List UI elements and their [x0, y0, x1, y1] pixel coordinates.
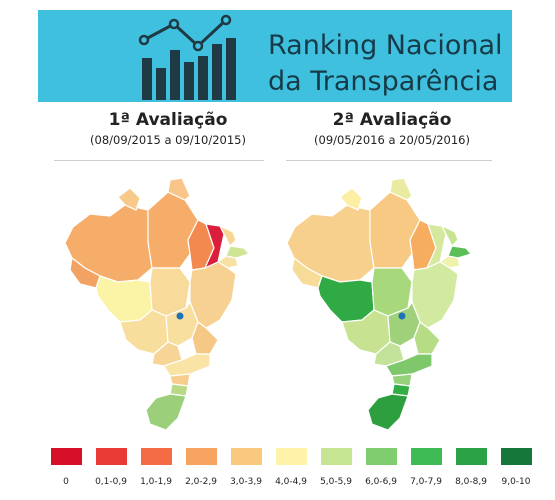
evaluation-2-title: 2ª Avaliação — [332, 110, 452, 130]
legend-label: 6,0-6,9 — [365, 477, 397, 487]
legend-label: 5,0-5,9 — [320, 477, 352, 487]
legend-swatch — [321, 448, 352, 465]
state-east-coast-1-1 — [218, 224, 237, 248]
evaluation-1-title: 1ª Avaliação — [108, 110, 228, 130]
header-title: Ranking Nacional da Transparência — [268, 28, 503, 100]
evaluation-2-range: (09/05/2016 a 20/05/2016) — [314, 133, 470, 147]
legend-label: 9,0-10 — [501, 477, 531, 487]
federal-district-1 — [176, 312, 184, 320]
legend-label: 4,0-4,9 — [275, 477, 307, 487]
state-east-coast-2-1 — [225, 245, 251, 259]
evaluation-1-divider — [54, 160, 264, 161]
legend-swatch — [501, 448, 532, 465]
legend-swatch — [276, 448, 307, 465]
federal-district-2 — [398, 312, 406, 320]
evaluation-1-range: (08/09/2015 a 09/10/2015) — [90, 133, 246, 147]
legend-swatch — [51, 448, 82, 465]
state-center-2-2 — [413, 321, 441, 355]
legend-swatch — [456, 448, 487, 465]
header-banner: Ranking Nacional da Transparência — [38, 10, 512, 102]
state-central-west-2 — [317, 275, 375, 323]
state-east-coast-2-2 — [447, 245, 473, 259]
legend-swatch — [231, 448, 262, 465]
legend-swatch — [411, 448, 442, 465]
legend-label: 2,0-2,9 — [185, 477, 217, 487]
title-line-2: da Transparência — [268, 66, 499, 97]
legend-label: 7,0-7,9 — [410, 477, 442, 487]
legend-label: 3,0-3,9 — [230, 477, 262, 487]
legend-swatch — [186, 448, 217, 465]
legend: 0 0,1-0,9 1,0-1,9 2,0-2,9 3,0-3,9 4,0-4,9 5,0-… — [40, 448, 540, 488]
title-line-1: Ranking Nacional — [268, 30, 503, 61]
state-south-3-1 — [145, 393, 187, 431]
state-east-north-2 — [389, 177, 413, 201]
state-east-big-1 — [189, 261, 237, 329]
state-top-north-2 — [339, 187, 363, 211]
state-east-coast-1-2 — [440, 224, 459, 248]
brazil-map-evaluation-2 — [286, 177, 473, 431]
bar-chart-trend-icon — [138, 14, 236, 100]
brazil-map-evaluation-1 — [64, 177, 251, 431]
state-east-north-1 — [167, 177, 191, 201]
state-east-big-2 — [411, 261, 459, 329]
state-central-west-1 — [95, 275, 153, 323]
legend-swatch — [366, 448, 397, 465]
state-top-north-1 — [117, 187, 141, 211]
state-south-3-2 — [367, 393, 409, 431]
legend-swatch — [96, 448, 127, 465]
state-center-2-1 — [191, 321, 219, 355]
legend-swatch — [141, 448, 172, 465]
maps-area — [64, 177, 473, 431]
evaluation-2-divider — [286, 160, 492, 161]
legend-label: 0,1-0,9 — [95, 477, 127, 487]
legend-label: 8,0-8,9 — [455, 477, 487, 487]
legend-label: 1,0-1,9 — [140, 477, 172, 487]
legend-label: 0 — [63, 477, 69, 487]
